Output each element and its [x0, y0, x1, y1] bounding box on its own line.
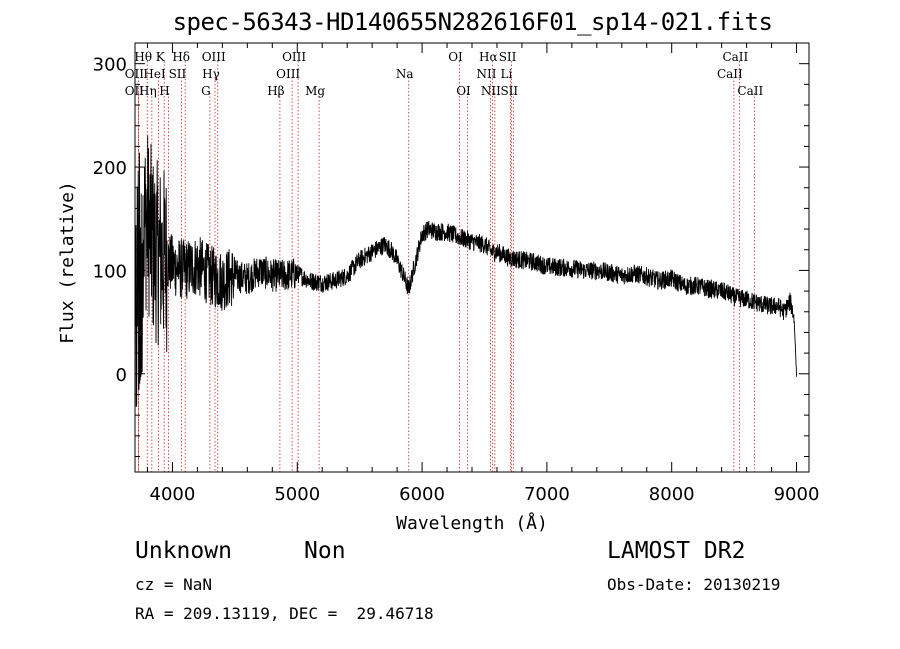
line-label: Hβ — [267, 84, 284, 98]
plot-frame — [134, 42, 810, 473]
line-label: G — [201, 84, 211, 98]
x-axis-title: Wavelength (Å) — [396, 512, 548, 534]
line-label: OI — [448, 50, 463, 64]
line-label: HeI — [143, 67, 166, 81]
line-label: Hγ — [202, 67, 220, 81]
y-tick-label: 200 — [93, 158, 127, 179]
line-label: H — [159, 84, 169, 98]
y-tick-label: 100 — [93, 261, 127, 282]
line-label: Hθ — [134, 50, 152, 64]
spectrum-line — [134, 135, 797, 416]
line-label: CaII — [717, 67, 743, 81]
x-tick-label: 8000 — [649, 484, 695, 505]
line-label: CaII — [722, 50, 748, 64]
line-label: Li — [501, 67, 513, 81]
line-label: SII — [499, 50, 517, 64]
line-label: NII — [476, 67, 496, 81]
x-tick-label: 9000 — [774, 484, 820, 505]
chart-title: spec-56343-HD140655N282616F01_sp14-021.f… — [172, 8, 773, 36]
x-tick-label: 7000 — [524, 484, 570, 505]
line-label: Hη — [139, 84, 157, 98]
line-label: OI — [456, 84, 471, 98]
line-label: SII — [500, 84, 518, 98]
line-label: Mg — [305, 84, 325, 98]
y-tick-label: 0 — [116, 365, 127, 386]
x-tick-label: 5000 — [274, 484, 320, 505]
line-label: NII — [481, 84, 501, 98]
line-label: OIII — [276, 67, 300, 81]
redshift-cz: cz = NaN — [135, 575, 213, 594]
x-tick-label: 6000 — [399, 484, 445, 505]
object-subclass: Non — [304, 538, 346, 564]
line-label: OIII — [282, 50, 306, 64]
line-label: OIII — [202, 50, 226, 64]
line-label: Na — [396, 67, 414, 81]
line-label: K — [156, 50, 166, 64]
sky-coordinates: RA = 209.13119, DEC = 29.46718 — [135, 604, 434, 623]
x-tick-label: 4000 — [150, 484, 196, 505]
line-label: Hα — [479, 50, 498, 64]
survey-name: LAMOST DR2 — [607, 538, 746, 564]
object-class: Unknown — [135, 538, 232, 564]
line-label: CaII — [737, 84, 763, 98]
line-label: OII — [125, 84, 145, 98]
observation-date: Obs-Date: 20130219 — [607, 575, 781, 594]
line-label: OII — [125, 67, 145, 81]
y-tick-label: 300 — [93, 55, 127, 76]
line-label: Hδ — [172, 50, 190, 64]
line-label: SII — [169, 67, 187, 81]
y-axis-title: Flux (relative) — [57, 181, 78, 344]
